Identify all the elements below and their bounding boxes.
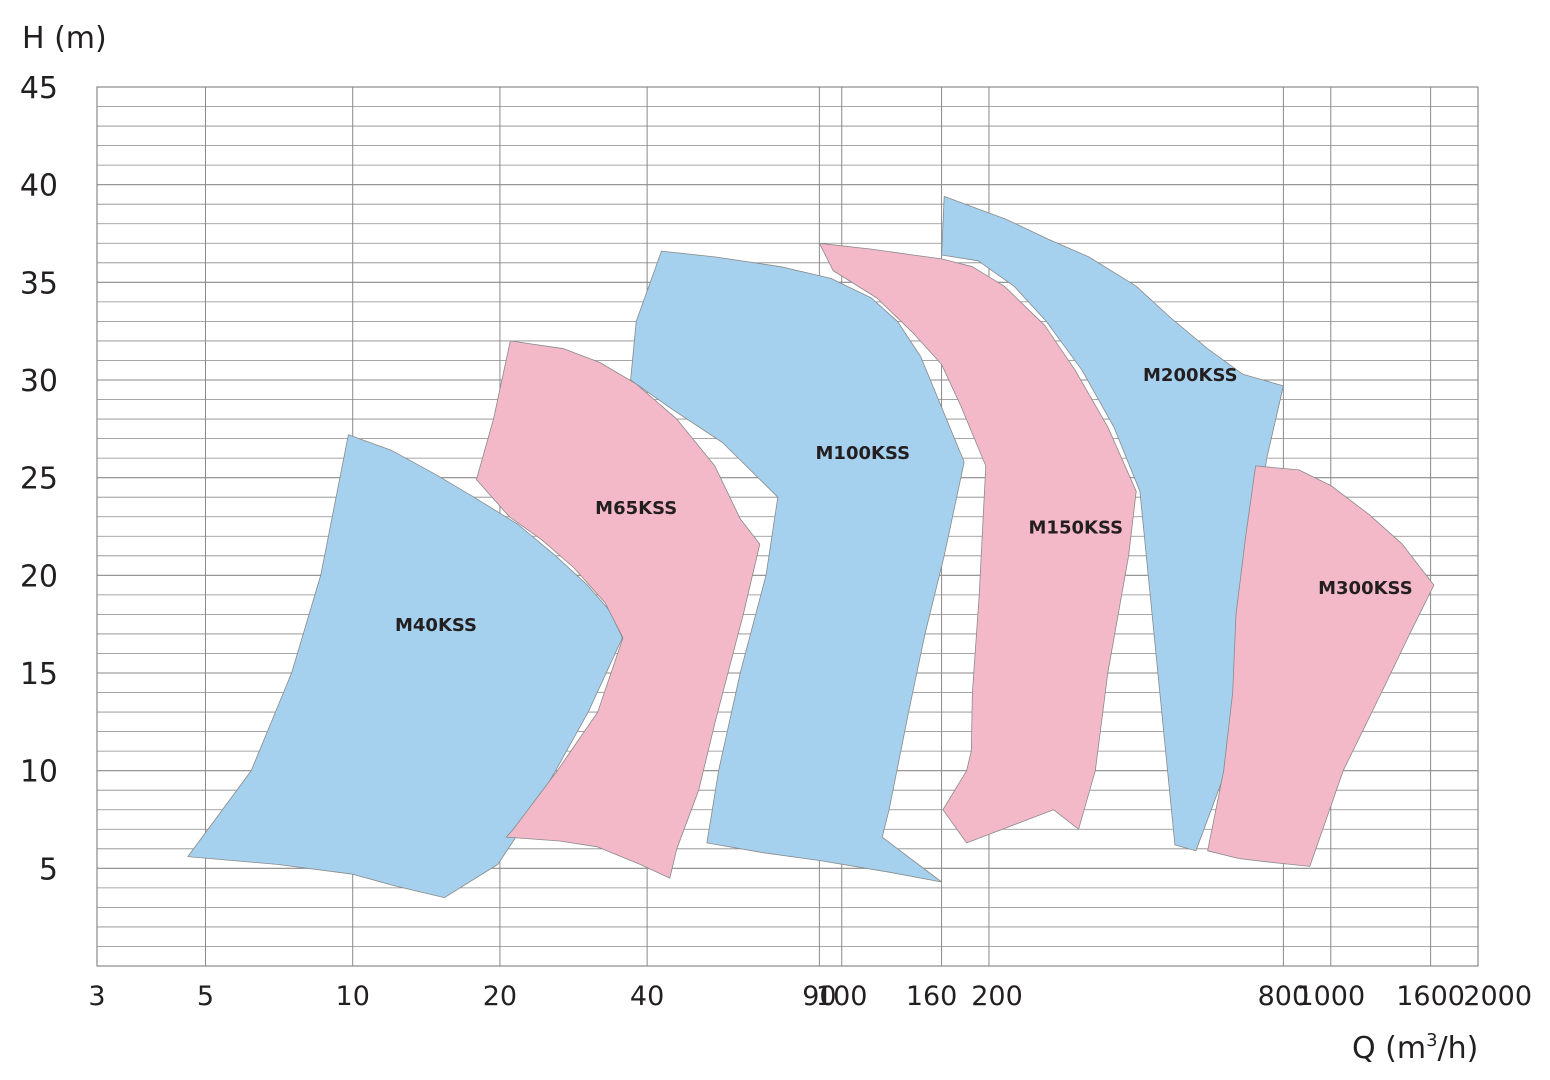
- x-tick-label: 1600: [1396, 981, 1465, 1012]
- region-label-m40kss: M40KSS: [395, 615, 477, 636]
- x-tick-label: 160: [906, 981, 958, 1012]
- y-tick-label: 15: [20, 657, 58, 692]
- region-label-m150kss: M150KSS: [1029, 518, 1124, 539]
- x-tick-label: 200: [971, 981, 1023, 1012]
- x-tick-label: 100: [816, 981, 868, 1012]
- y-axis-title: H (m): [22, 21, 107, 56]
- y-tick-labels: 5 10 15 20 25 30 35 40 45: [20, 71, 58, 887]
- x-tick-label: 5: [197, 981, 214, 1012]
- x-tick-label: 40: [630, 981, 664, 1012]
- y-tick-label: 35: [20, 266, 58, 301]
- y-tick-label: 30: [20, 364, 58, 399]
- region-label-m300kss: M300KSS: [1318, 578, 1413, 599]
- x-tick-label: 1000: [1296, 981, 1365, 1012]
- x-tick-label: 90: [802, 981, 836, 1012]
- y-tick-label: 25: [20, 462, 58, 497]
- x-tick-label: 800: [1258, 981, 1310, 1012]
- region-label-m100kss: M100KSS: [816, 443, 911, 464]
- x-axis-title: Q (m3/h): [1352, 1030, 1478, 1066]
- region-labels: M40KSS M65KSS M100KSS M150KSS M200KSS M300KSS: [395, 365, 1413, 636]
- y-tick-label: 40: [20, 169, 58, 204]
- region-m65kss: [475, 340, 761, 879]
- performance-regions: [187, 195, 1435, 898]
- x-tick-label: 2000: [1463, 981, 1532, 1012]
- region-m100kss: [630, 250, 965, 883]
- y-tick-label: 10: [20, 755, 58, 790]
- x-tick-label: 20: [483, 981, 517, 1012]
- y-tick-label: 5: [39, 852, 58, 887]
- plot-frame: [96, 86, 1479, 967]
- region-m150kss: [819, 242, 1137, 844]
- x-tick-label: 3: [88, 981, 105, 1012]
- region-label-m65kss: M65KSS: [595, 498, 677, 519]
- region-label-m200kss: M200KSS: [1143, 365, 1238, 386]
- y-tick-label: 45: [20, 71, 58, 106]
- region-m300kss: [1207, 465, 1435, 867]
- x-tick-label: 10: [336, 981, 370, 1012]
- y-tick-label: 20: [20, 559, 58, 594]
